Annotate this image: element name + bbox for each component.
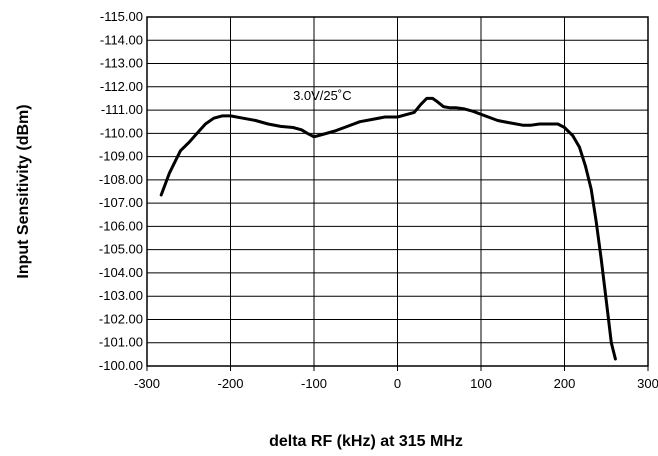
- series-line: [159, 96, 617, 361]
- x-tick-label: 300: [637, 376, 658, 391]
- y-tick-label: -110.00: [100, 125, 143, 140]
- y-tick-label: -108.00: [99, 172, 143, 187]
- x-tick-label: 0: [394, 376, 401, 391]
- y-tick-label: -113.00: [100, 56, 143, 71]
- y-axis-title: Input Sensitivity (dBm): [15, 104, 32, 278]
- y-tick-label: -106.00: [99, 218, 143, 233]
- y-tick-label: -103.00: [99, 288, 143, 303]
- y-tick-label: -109.00: [99, 149, 143, 164]
- y-tick-label: -115.00: [100, 9, 143, 24]
- x-axis-title: delta RF (kHz) at 315 MHz: [269, 433, 463, 450]
- x-tick-label: 200: [554, 376, 576, 391]
- x-tick-label: 100: [470, 376, 492, 391]
- x-axis-ticks: -300 -200 -100 0 100 200 300: [134, 366, 658, 391]
- plot-grid: [146, 16, 649, 367]
- y-tick-label: -100.00: [99, 358, 143, 373]
- y-tick-label: -111.00: [101, 102, 143, 117]
- x-tick-label: -100: [301, 376, 327, 391]
- y-tick-label: -107.00: [99, 195, 143, 210]
- y-tick-label: -104.00: [99, 265, 143, 280]
- y-tick-label: -112.00: [100, 79, 143, 94]
- y-tick-label: -105.00: [99, 242, 143, 257]
- y-tick-label: -102.00: [99, 311, 143, 326]
- x-tick-label: -300: [134, 376, 160, 391]
- series-annotation: 3.0V/25˚C: [293, 88, 352, 103]
- x-tick-label: -200: [217, 376, 243, 391]
- y-tick-label: -101.00: [99, 335, 143, 350]
- y-tick-label: -114.00: [100, 32, 143, 47]
- y-axis-ticks: -100.00 -101.00 -102.00 -103.00 -104.00 -105.…: [99, 9, 143, 373]
